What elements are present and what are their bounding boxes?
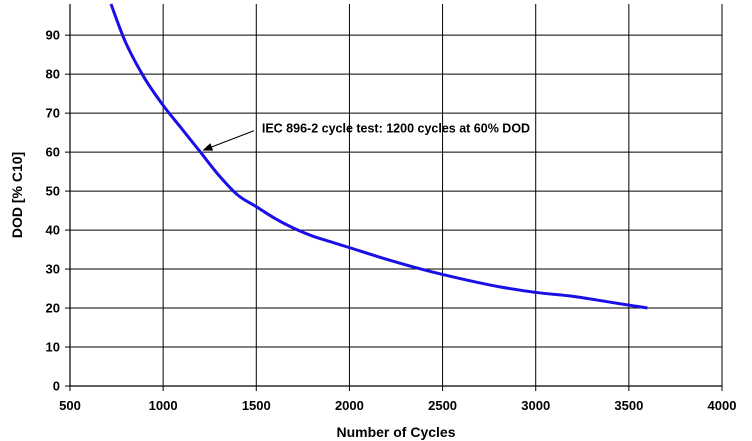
y-tick-label: 20 (46, 301, 60, 316)
x-axis-title: Number of Cycles (336, 424, 455, 440)
x-tick-label: 3000 (521, 398, 550, 413)
x-tick-label: 2500 (428, 398, 457, 413)
series-layer (109, 3, 648, 310)
y-tick-label: 10 (46, 340, 60, 355)
x-tick-label: 1000 (149, 398, 178, 413)
y-tick-label: 50 (46, 184, 60, 199)
y-tick-label: 30 (46, 262, 60, 277)
y-tick-label: 0 (53, 379, 60, 394)
y-tick-label: 40 (46, 223, 60, 238)
x-tick-label: 3500 (614, 398, 643, 413)
tick-labels: 500 1000 1500 2000 2500 3000 3500 4000 0 10 20 30 40… (46, 28, 737, 413)
series-line (109, 3, 648, 310)
y-axis-title: DOD [% C10] (9, 152, 25, 238)
y-tick-label: 70 (46, 106, 60, 121)
y-tick-label: 90 (46, 28, 60, 43)
x-tick-label: 1500 (242, 398, 271, 413)
x-tick-label: 500 (59, 398, 81, 413)
annotation-arrow (202, 130, 255, 151)
y-tick-label: 80 (46, 67, 60, 82)
x-tick-label: 2000 (335, 398, 364, 413)
grid (70, 4, 723, 386)
y-tick-label: 60 (46, 145, 60, 160)
annotation-layer: IEC 896-2 cycle test: 1200 cycles at 60%… (202, 122, 530, 151)
annotation-label: IEC 896-2 cycle test: 1200 cycles at 60%… (262, 122, 530, 136)
axes (65, 4, 723, 391)
x-tick-label: 4000 (708, 398, 737, 413)
